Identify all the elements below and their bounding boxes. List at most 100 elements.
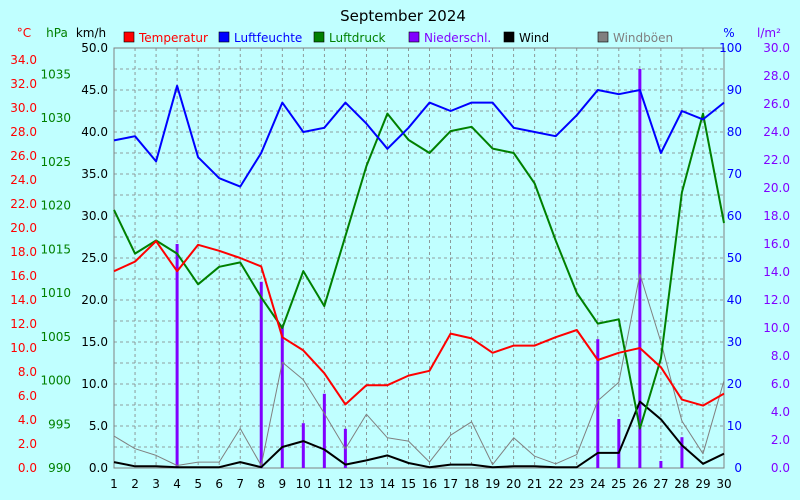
humidity-tick-label: 100 bbox=[719, 41, 742, 55]
precip-tick-label: 6.0 bbox=[771, 377, 790, 391]
legend-label: Temperatur bbox=[138, 31, 208, 45]
axis-label-temp: °C bbox=[17, 26, 31, 40]
legend-label: Windböen bbox=[613, 31, 673, 45]
temp-tick-label: 4.0 bbox=[18, 413, 37, 427]
wind-tick-label: 45.0 bbox=[81, 83, 108, 97]
x-tick-label: 28 bbox=[674, 477, 689, 491]
pressure-tick-label: 1000 bbox=[40, 374, 71, 388]
temp-tick-label: 18.0 bbox=[10, 245, 37, 259]
precip-tick-label: 22.0 bbox=[763, 153, 790, 167]
legend-label: Niederschl. bbox=[424, 31, 491, 45]
wind-tick-label: 15.0 bbox=[81, 335, 108, 349]
humidity-tick-label: 20 bbox=[727, 377, 742, 391]
x-tick-label: 10 bbox=[296, 477, 311, 491]
series-line-wind bbox=[113, 400, 725, 469]
precip-tick-label: 28.0 bbox=[763, 69, 790, 83]
temp-tick-label: 2.0 bbox=[18, 437, 37, 451]
x-tick-label: 26 bbox=[632, 477, 647, 491]
x-tick-label: 15 bbox=[401, 477, 416, 491]
wind-tick-label: 0.0 bbox=[89, 461, 108, 475]
legend-swatch bbox=[313, 31, 325, 43]
legend-swatch bbox=[597, 31, 609, 43]
x-tick-label: 5 bbox=[194, 477, 202, 491]
precip-tick-label: 4.0 bbox=[771, 405, 790, 419]
pressure-tick-label: 1025 bbox=[40, 155, 71, 169]
temp-tick-label: 0.0 bbox=[18, 461, 37, 475]
precip-bar bbox=[617, 419, 621, 468]
temp-tick-label: 8.0 bbox=[18, 365, 37, 379]
precip-tick-label: 12.0 bbox=[763, 293, 790, 307]
x-tick-label: 1 bbox=[110, 477, 118, 491]
pressure-tick-label: 995 bbox=[48, 417, 71, 431]
humidity-tick-label: 80 bbox=[727, 125, 742, 139]
humidity-tick-label: 60 bbox=[727, 209, 742, 223]
precip-bar bbox=[680, 437, 684, 468]
x-tick-label: 7 bbox=[236, 477, 244, 491]
humidity-tick-label: 30 bbox=[727, 335, 742, 349]
temp-tick-label: 6.0 bbox=[18, 389, 37, 403]
chart-title: September 2024 bbox=[340, 7, 466, 25]
x-tick-label: 3 bbox=[152, 477, 160, 491]
humidity-tick-label: 50 bbox=[727, 251, 742, 265]
series-lines bbox=[113, 84, 725, 469]
humidity-tick-label: 90 bbox=[727, 83, 742, 97]
x-tick-label: 30 bbox=[716, 477, 731, 491]
temp-tick-label: 30.0 bbox=[10, 101, 37, 115]
x-tick-label: 14 bbox=[380, 477, 395, 491]
x-tick-label: 16 bbox=[422, 477, 437, 491]
temp-tick-label: 24.0 bbox=[10, 173, 37, 187]
temp-tick-label: 22.0 bbox=[10, 197, 37, 211]
x-tick-label: 18 bbox=[464, 477, 479, 491]
pressure-tick-label: 1035 bbox=[40, 67, 71, 81]
precip-tick-label: 0.0 bbox=[771, 461, 790, 475]
x-tick-label: 4 bbox=[173, 477, 181, 491]
humidity-tick-label: 10 bbox=[727, 419, 742, 433]
humidity-tick-label: 70 bbox=[727, 167, 742, 181]
pressure-tick-label: 1030 bbox=[40, 111, 71, 125]
wind-tick-label: 5.0 bbox=[89, 419, 108, 433]
pressure-tick-label: 1020 bbox=[40, 199, 71, 213]
x-tick-label: 17 bbox=[443, 477, 458, 491]
legend-swatch bbox=[503, 31, 515, 43]
axis-label-humidity: % bbox=[723, 26, 734, 40]
pressure-tick-label: 1010 bbox=[40, 286, 71, 300]
pressure-tick-label: 990 bbox=[48, 461, 71, 475]
pressure-tick-label: 1015 bbox=[40, 242, 71, 256]
wind-tick-label: 35.0 bbox=[81, 167, 108, 181]
x-tick-label: 12 bbox=[338, 477, 353, 491]
pressure-tick-label: 1005 bbox=[40, 330, 71, 344]
x-tick-label: 23 bbox=[569, 477, 584, 491]
temp-tick-label: 16.0 bbox=[10, 269, 37, 283]
humidity-tick-label: 40 bbox=[727, 293, 742, 307]
legend-label: Luftdruck bbox=[329, 31, 386, 45]
legend-label: Luftfeuchte bbox=[234, 31, 302, 45]
precip-tick-label: 26.0 bbox=[763, 97, 790, 111]
x-tick-label: 6 bbox=[215, 477, 223, 491]
precip-bar bbox=[596, 339, 600, 468]
precip-tick-label: 30.0 bbox=[763, 41, 790, 55]
precip-bar bbox=[259, 281, 263, 468]
legend-swatch bbox=[218, 31, 230, 43]
temp-tick-label: 14.0 bbox=[10, 293, 37, 307]
precip-bar bbox=[175, 244, 179, 468]
x-tick-label: 24 bbox=[590, 477, 605, 491]
chart-grid bbox=[113, 47, 725, 469]
humidity-tick-label: 0 bbox=[734, 461, 742, 475]
axis-ticks: 1 2 3 4 5 6 7 8 9 10 11 12 13 14 15 16 17 18 19 20 21 22 23 24 2… bbox=[10, 41, 790, 491]
precip-tick-label: 16.0 bbox=[763, 237, 790, 251]
x-tick-label: 22 bbox=[548, 477, 563, 491]
temp-tick-label: 32.0 bbox=[10, 77, 37, 91]
x-tick-label: 27 bbox=[653, 477, 668, 491]
temp-tick-label: 12.0 bbox=[10, 317, 37, 331]
x-tick-label: 25 bbox=[611, 477, 626, 491]
precip-tick-label: 18.0 bbox=[763, 209, 790, 223]
legend-label: Wind bbox=[519, 31, 549, 45]
precip-bar bbox=[322, 393, 326, 468]
wind-tick-label: 20.0 bbox=[81, 293, 108, 307]
wind-tick-label: 30.0 bbox=[81, 209, 108, 223]
series-line-windben bbox=[113, 273, 725, 466]
series-line-temperatur bbox=[113, 240, 725, 407]
precip-tick-label: 8.0 bbox=[771, 349, 790, 363]
axis-label-wind: km/h bbox=[76, 26, 106, 40]
